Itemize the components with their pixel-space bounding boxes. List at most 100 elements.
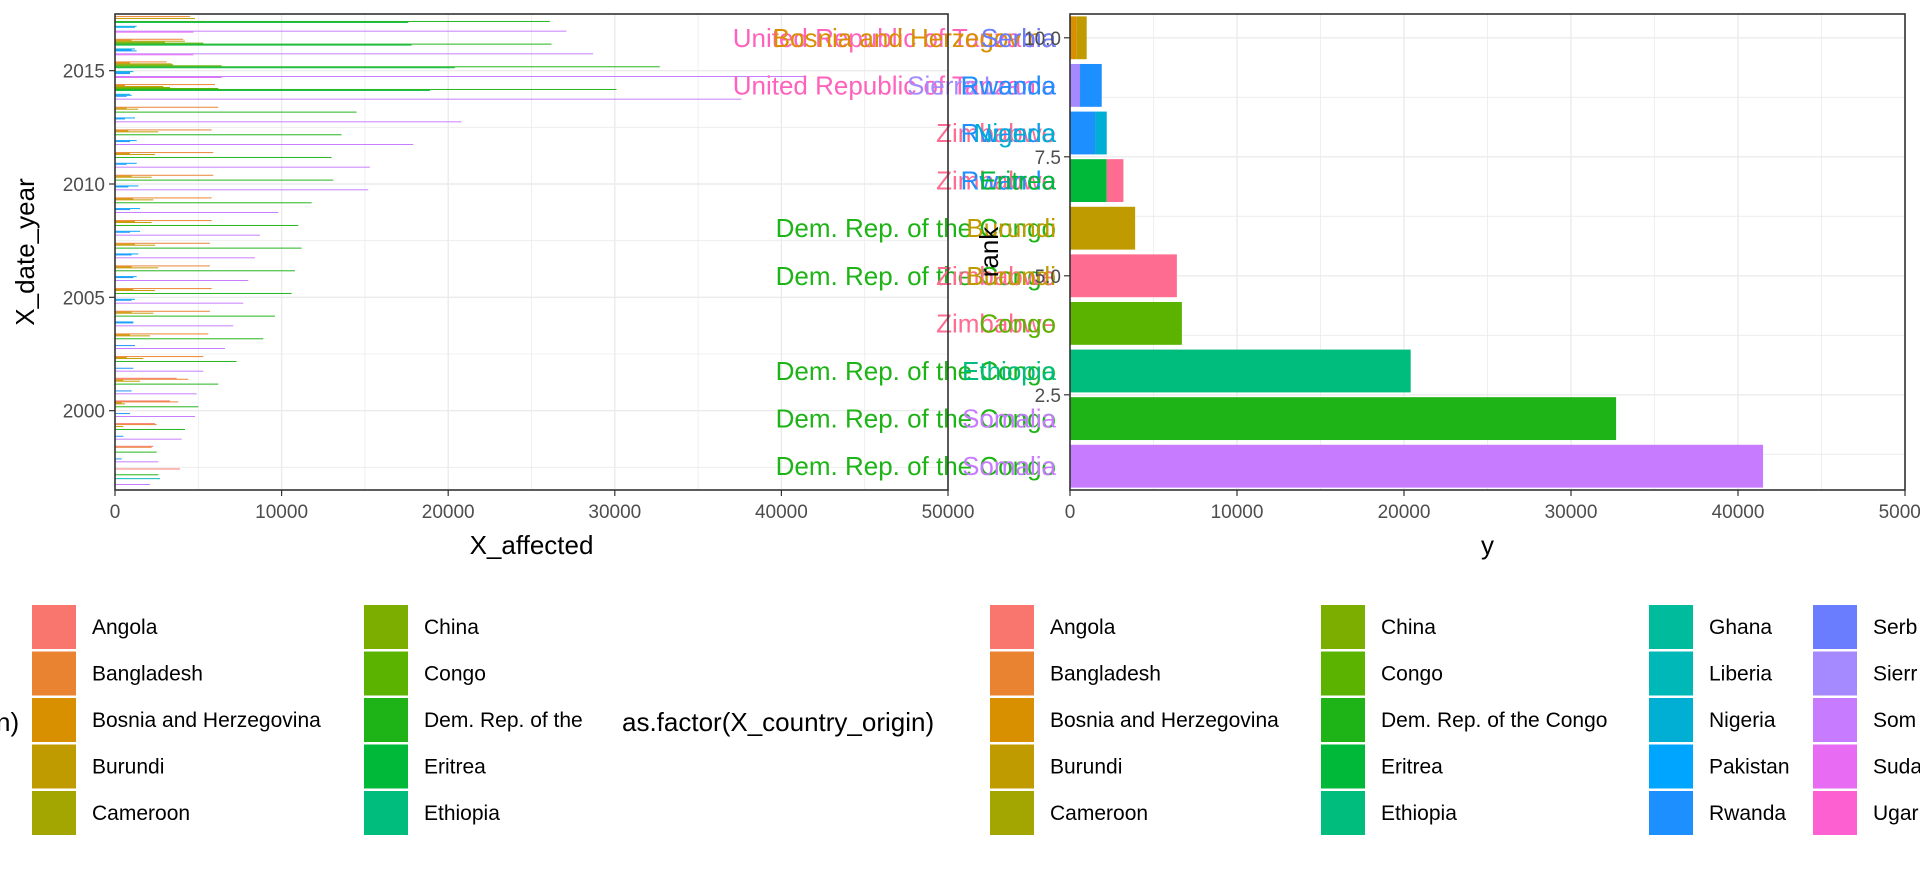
bar-somalia-2011 <box>115 166 370 168</box>
legend-label: Nigeria <box>1709 709 1776 732</box>
bar-somalia-1997 <box>115 484 150 485</box>
bar-dem-rep-of-the-congo-2006 <box>115 270 295 272</box>
rank-bar-10-burundi <box>1076 16 1087 60</box>
left-panel-x-ticks: 0 10000 20000 30000 40000 50000 <box>110 490 975 523</box>
legend-label: Rwanda <box>1709 802 1786 825</box>
country-label-rank-10: United Republic of Tanzania <box>733 23 1057 53</box>
bar-bangladesh-2011 <box>115 152 214 154</box>
left-panel-x-axis-title: X_affected <box>470 530 594 560</box>
left-legend-title: n) <box>0 707 19 737</box>
legend-key-rwanda <box>1649 791 1693 835</box>
bar-bosnia-and-herzegovina-2014 <box>115 85 125 87</box>
bar-bosnia-and-herzegovina-2009 <box>115 198 134 200</box>
right-panel-x-axis-title: y <box>1481 530 1494 560</box>
bar-rwanda-2012 <box>115 141 130 143</box>
bar-angola-2001 <box>115 377 177 379</box>
country-label-rank-1: Dem. Rep. of the Congo <box>776 451 1056 481</box>
bar-rwanda-2013 <box>115 118 125 120</box>
legend-label: Ghana <box>1709 616 1772 639</box>
country-label-rank-8: Rwanda <box>961 118 1057 148</box>
bar-pakistan-2007 <box>115 253 139 255</box>
bar-bangladesh-2000 <box>115 401 179 403</box>
bar-burundi-2010 <box>115 176 152 178</box>
bar-rwanda-2000 <box>115 413 130 415</box>
legend-label: Bangladesh <box>92 663 203 686</box>
x-tick-label: 30000 <box>588 502 641 523</box>
bar-somalia-2000 <box>115 416 195 417</box>
bar-somalia-2004 <box>115 325 234 327</box>
bar-sudan-2017 <box>115 31 194 33</box>
bar-bangladesh-2005 <box>115 288 212 290</box>
y-tick-label: 2010 <box>63 175 105 196</box>
bar-burundi-2005 <box>115 290 155 292</box>
right-panel-border <box>1069 13 1906 491</box>
bar-somalia-2001 <box>115 393 197 395</box>
bar-dem-rep-of-the-congo-2014 <box>115 88 617 90</box>
bar-rwanda-2011 <box>115 163 127 165</box>
x-tick-label: 40000 <box>1712 502 1765 523</box>
bar-burundi-2002 <box>115 358 144 360</box>
bar-somalia-1999 <box>115 438 182 440</box>
bar-dem-rep-of-the-congo-2009 <box>115 202 312 204</box>
bar-nigeria-2015 <box>115 71 134 73</box>
bar-bangladesh-2013 <box>115 106 219 108</box>
bar-burundi-2015 <box>115 63 172 65</box>
legend-label: Burundi <box>92 756 164 779</box>
bar-dem-rep-of-the-congo-1997 <box>115 474 159 476</box>
bar-pakistan-2009 <box>115 208 140 210</box>
bar-bangladesh-2016 <box>115 38 184 40</box>
right-panel-y-ticks: 2.5 5.0 7.5 10.0 <box>1024 29 1070 407</box>
bar-bangladesh-2006 <box>115 265 210 267</box>
country-label-rank-6: Dem. Rep. of the Congo <box>776 213 1056 243</box>
legend-label: Cameroon <box>92 802 190 825</box>
legend-key-sierr <box>1813 651 1857 696</box>
bar-bangladesh-2008 <box>115 220 212 222</box>
bar-dem-rep-of-the-congo-2016 <box>115 43 552 45</box>
bar-bangladesh-2002 <box>115 356 204 358</box>
legend-key-ethiopia <box>1321 791 1365 835</box>
rank-bar-8-rwanda <box>1070 111 1096 155</box>
country-label-rank-5: Burundi <box>966 261 1056 291</box>
bar-burundi-2011 <box>115 154 155 156</box>
bar-rwanda-2004 <box>115 322 134 324</box>
legend-label: Burundi <box>1050 756 1122 779</box>
x-tick-label: 20000 <box>422 502 475 523</box>
legend-label: Congo <box>424 663 486 686</box>
bar-burundi-2000 <box>115 403 125 405</box>
country-label-rank-9: Rwanda <box>961 70 1057 100</box>
country-label-rank-5: Zimbabwe <box>936 261 1056 291</box>
bar-pakistan-2016 <box>115 49 132 51</box>
bar-burundi-2012 <box>115 131 159 133</box>
bar-somalia-1998 <box>115 461 159 463</box>
left-panel-border <box>114 13 949 491</box>
bar-pakistan-2012 <box>115 140 137 142</box>
y-tick-label: 2.5 <box>1035 386 1061 407</box>
left-legend-items: Angola Bangladesh Bosnia and Herzegovina Bu… <box>32 605 583 835</box>
rank-bar-6-burundi <box>1070 206 1136 250</box>
bar-dem-rep-of-the-congo-1999 <box>115 428 185 430</box>
country-label-rank-6: Burundi <box>966 213 1056 243</box>
bar-burundi-2017 <box>115 18 195 20</box>
x-tick-label: 20000 <box>1378 502 1431 523</box>
bar-rwanda-2010 <box>115 186 129 188</box>
bar-pakistan-2015 <box>115 72 130 74</box>
bar-rwanda-2016 <box>115 50 137 52</box>
legend-label: Ethiopia <box>1381 802 1457 825</box>
bar-burundi-2001 <box>115 380 140 382</box>
legend-key-liberia <box>1649 651 1693 696</box>
x-tick-label: 50000 <box>922 502 975 523</box>
bar-somalia-2008 <box>115 234 260 236</box>
bar-bangladesh-2009 <box>115 197 212 199</box>
rank-bar-3-ethiopia <box>1070 349 1411 393</box>
y-tick-label: 2005 <box>63 288 105 309</box>
bar-nigeria-2016 <box>115 48 135 50</box>
left-panel-grid <box>114 13 949 490</box>
legend-key-burundi <box>32 744 76 789</box>
bar-angola-2000 <box>115 400 170 402</box>
bar-burundi-2003 <box>115 335 150 337</box>
x-tick-label: 40000 <box>755 502 808 523</box>
bar-burundi-2016 <box>115 40 185 42</box>
legend-key-ghana <box>1649 605 1693 649</box>
legend-label: Serb <box>1873 616 1917 639</box>
